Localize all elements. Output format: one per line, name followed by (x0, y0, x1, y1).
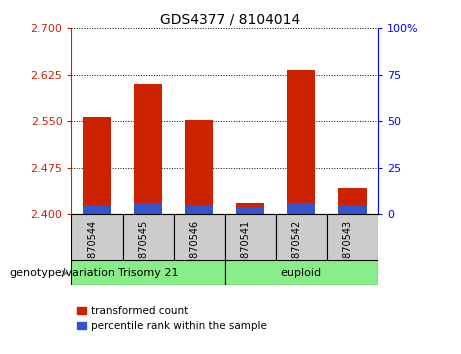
Text: genotype/variation: genotype/variation (9, 268, 115, 278)
Bar (123, 214, 174, 260)
Bar (287, 203, 315, 214)
Bar (174, 214, 225, 260)
Bar (338, 205, 366, 214)
Bar (185, 205, 213, 214)
Text: GSM870546: GSM870546 (189, 220, 199, 279)
Text: euploid: euploid (281, 268, 322, 278)
Bar (236, 207, 264, 214)
Legend: transformed count, percentile rank within the sample: transformed count, percentile rank withi… (77, 306, 267, 331)
Text: Trisomy 21: Trisomy 21 (118, 268, 178, 278)
Bar (225, 214, 276, 260)
Bar (71, 214, 123, 260)
Bar (134, 203, 162, 214)
Bar (327, 214, 378, 260)
Bar (83, 205, 111, 214)
Bar (236, 203, 264, 214)
Text: GSM870541: GSM870541 (240, 220, 250, 279)
Bar (134, 84, 162, 214)
Bar (83, 117, 111, 214)
Bar (287, 70, 315, 214)
Bar (71, 260, 225, 285)
Text: GSM870543: GSM870543 (343, 220, 353, 279)
Bar (185, 120, 213, 214)
Text: GSM870545: GSM870545 (138, 220, 148, 279)
Bar (276, 214, 327, 260)
Text: GDS4377 / 8104014: GDS4377 / 8104014 (160, 12, 301, 27)
Bar (225, 260, 378, 285)
Bar (338, 188, 366, 214)
Text: GSM870544: GSM870544 (87, 220, 97, 279)
Text: GSM870542: GSM870542 (291, 220, 301, 279)
